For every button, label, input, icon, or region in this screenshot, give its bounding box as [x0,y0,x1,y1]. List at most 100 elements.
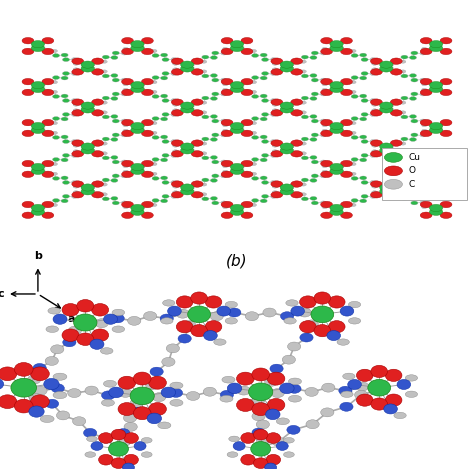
Ellipse shape [385,394,402,406]
Circle shape [342,80,347,83]
Circle shape [63,58,70,62]
Circle shape [320,134,326,137]
Circle shape [73,68,79,71]
Circle shape [152,176,159,180]
Circle shape [280,188,293,195]
Circle shape [271,181,276,183]
Circle shape [22,48,34,55]
Circle shape [262,72,269,75]
Circle shape [131,122,144,130]
Circle shape [222,124,228,127]
Circle shape [81,143,94,150]
Circle shape [22,89,34,96]
Circle shape [400,193,406,196]
Circle shape [380,65,393,72]
Circle shape [320,52,326,55]
Circle shape [221,130,233,137]
Ellipse shape [133,372,151,385]
Circle shape [420,160,426,163]
Circle shape [420,119,432,126]
Circle shape [360,94,367,98]
Circle shape [351,117,358,120]
Circle shape [123,164,128,168]
Ellipse shape [341,391,353,397]
Circle shape [392,100,397,104]
Circle shape [143,91,148,94]
Circle shape [172,58,183,64]
Circle shape [52,121,57,125]
Circle shape [161,94,168,98]
Circle shape [271,99,283,105]
Circle shape [370,99,382,105]
Circle shape [440,79,452,85]
Circle shape [260,76,267,80]
Circle shape [31,204,45,211]
Circle shape [92,99,103,105]
Circle shape [131,204,144,211]
Ellipse shape [99,455,113,465]
Text: C: C [409,180,415,189]
Circle shape [390,99,402,105]
Ellipse shape [0,378,4,390]
Circle shape [22,171,34,177]
Circle shape [370,58,376,61]
Ellipse shape [33,364,46,373]
Circle shape [121,48,134,55]
Circle shape [212,51,219,55]
Circle shape [22,160,34,167]
Circle shape [429,41,443,48]
Ellipse shape [134,442,146,450]
Circle shape [272,185,278,188]
Ellipse shape [176,309,189,318]
Circle shape [92,69,103,75]
Circle shape [141,119,153,126]
Ellipse shape [131,470,142,474]
Ellipse shape [133,407,151,419]
Circle shape [361,181,368,184]
Circle shape [172,140,183,146]
Ellipse shape [87,436,97,442]
Circle shape [411,201,418,205]
Ellipse shape [48,308,61,314]
Ellipse shape [68,326,82,335]
Ellipse shape [348,318,361,324]
Circle shape [251,91,256,93]
Ellipse shape [339,386,352,395]
Ellipse shape [0,395,17,409]
Circle shape [340,160,352,167]
Circle shape [421,164,427,168]
Ellipse shape [241,455,255,465]
Circle shape [102,115,109,119]
Circle shape [372,109,377,112]
Circle shape [230,122,244,130]
Circle shape [272,62,278,65]
Ellipse shape [305,320,319,329]
Circle shape [361,72,368,75]
Ellipse shape [130,387,155,405]
Circle shape [141,89,153,96]
Circle shape [121,160,127,163]
Ellipse shape [272,437,285,446]
Circle shape [420,93,426,96]
Circle shape [210,73,218,77]
Circle shape [81,61,94,68]
Circle shape [101,111,107,114]
Circle shape [380,143,393,150]
Ellipse shape [191,292,208,304]
Circle shape [320,48,333,55]
Ellipse shape [322,383,335,392]
Circle shape [311,51,319,55]
Circle shape [172,151,183,157]
Circle shape [43,203,49,206]
Circle shape [52,91,57,93]
Circle shape [370,191,382,198]
Circle shape [143,50,148,53]
Circle shape [181,65,194,72]
Ellipse shape [256,420,269,429]
Circle shape [260,176,267,180]
Circle shape [131,85,144,92]
Circle shape [121,79,134,85]
Circle shape [202,55,209,59]
Circle shape [230,167,244,174]
Circle shape [112,92,119,96]
